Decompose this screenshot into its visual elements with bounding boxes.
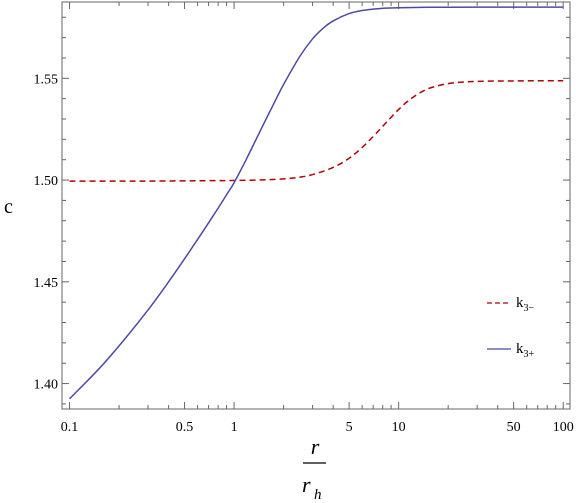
- y-axis-label: c: [4, 196, 13, 218]
- x-tick-label: 100: [553, 420, 574, 435]
- legend-label-k3-minus-name: k: [516, 295, 524, 311]
- x-axis-label-denominator-subscript: h: [314, 487, 322, 503]
- series-layer: [68, 6, 564, 400]
- x-axis-label: r r h: [302, 434, 326, 503]
- y-tick-label: 1.40: [34, 378, 59, 393]
- series-line-k3-plus: [68, 6, 564, 400]
- y-tick-label: 1.45: [34, 276, 59, 291]
- x-tick-label: 5: [346, 420, 353, 435]
- x-tick-label: 0.1: [61, 420, 79, 435]
- plot-frame: [61, 1, 571, 410]
- x-axis-label-denominator: r: [302, 472, 311, 497]
- x-tick-label: 50: [507, 420, 521, 435]
- x-tick-label: 0.5: [176, 420, 194, 435]
- legend-label-k3-plus: k3+: [516, 341, 535, 360]
- y-axis-ticks: 1.40 1.45 1.50 1.55: [34, 16, 570, 405]
- legend-label-k3-plus-subscript: 3+: [524, 349, 535, 360]
- y-tick-label: 1.50: [34, 174, 59, 189]
- x-tick-label: 10: [392, 420, 406, 435]
- x-tick-label: 1: [231, 420, 238, 435]
- legend-label-k3-plus-name: k: [516, 341, 524, 357]
- legend-label-k3-minus: k3−: [516, 295, 535, 314]
- x-axis-label-numerator: r: [311, 434, 320, 459]
- y-tick-label: 1.55: [34, 72, 59, 87]
- x-axis-ticks: 0.1 0.5 1 5 10 50 100: [61, 2, 574, 435]
- series-line-k3-minus: [69, 79, 564, 182]
- legend: k3− k3+: [487, 295, 535, 360]
- legend-label-k3-minus-subscript: 3−: [524, 303, 535, 314]
